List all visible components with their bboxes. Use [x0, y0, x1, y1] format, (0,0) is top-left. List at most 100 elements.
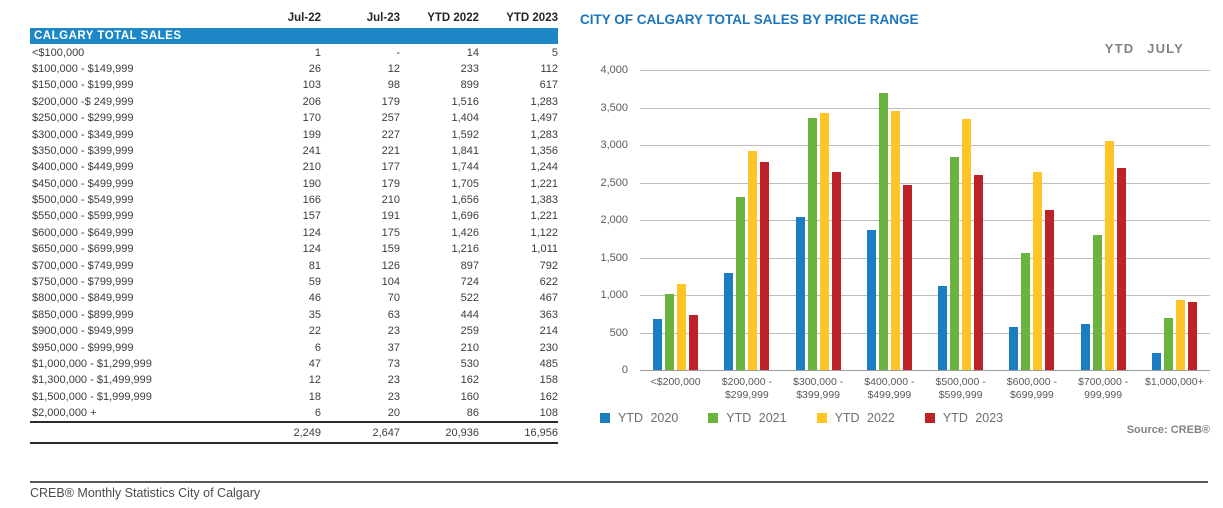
section-header: CALGARY TOTAL SALES [30, 28, 558, 45]
bar-ytd-2020 [866, 229, 876, 370]
table-cell: 530 [460, 358, 479, 370]
bar-ytd-2022 [962, 118, 972, 370]
table-cell: 1 [314, 46, 321, 59]
table-cell: 522 [460, 292, 479, 305]
xtick-label: $600,000 - $699,999 [1006, 376, 1057, 401]
bar-ytd-2022 [677, 284, 687, 370]
totals-cell: 20,936 [400, 421, 479, 445]
table-cell: 1,122 [530, 226, 558, 239]
table-cell: 179 [381, 95, 400, 108]
row-label: $100,000 - $149,999 [32, 62, 134, 75]
bar-ytd-2021 [665, 293, 675, 370]
totals-cell: 2,249 [242, 421, 321, 445]
bar-group [1068, 70, 1139, 370]
table-cell: 1,283 [530, 95, 558, 108]
row-label: $600,000 - $649,999 [32, 226, 134, 239]
table-cell: 1,592 [451, 128, 479, 141]
table-row: $250,000 - $299,999 170 257 1,404 1,497 [30, 110, 558, 126]
table-cell: 70 [387, 292, 400, 305]
row-label: $900,000 - $949,999 [32, 325, 134, 338]
table-cell: 259 [460, 325, 479, 338]
table-cell: 5 [551, 46, 558, 59]
row-label: $300,000 - $349,999 [32, 128, 134, 141]
table-body: CALGARY TOTAL SALES <$100,000 1 - 14 5 $100,00… [30, 28, 558, 422]
table-cell: 1,497 [530, 112, 558, 125]
bar-ytd-2022 [1104, 140, 1114, 370]
table-cell: 1,744 [451, 161, 479, 174]
ytick-label: 500 [609, 326, 628, 339]
table-cell: 126 [381, 259, 400, 272]
x-axis-labels: <$200,000 $200,000 - $299,999 $300,000 - $… [640, 376, 1210, 402]
bar-ytd-2021 [1163, 317, 1173, 370]
totals-row: 2,249 2,647 20,936 16,956 [30, 421, 558, 445]
table-cell: 14 [466, 46, 479, 59]
chart-section: CITY OF CALGARY TOTAL SALES BY PRICE RAN… [578, 10, 1212, 462]
table-cell: 1,656 [451, 194, 479, 207]
table-cell: 23 [387, 390, 400, 403]
table-row: $550,000 - $599,999 157 191 1,696 1,221 [30, 208, 558, 224]
table-cell: 444 [460, 308, 479, 321]
gridline [640, 332, 1210, 334]
table-row: $450,000 - $499,999 190 179 1,705 1,221 [30, 176, 558, 192]
section-header-row: CALGARY TOTAL SALES [30, 28, 558, 45]
gridline [640, 107, 1210, 109]
bar-ytd-2020 [653, 319, 663, 370]
column-header: Jul-23 [366, 12, 400, 24]
chart-source: Source: CREB® [1126, 424, 1210, 436]
xtick-label: $400,000 - $499,999 [864, 376, 915, 401]
table-row: $600,000 - $649,999 124 175 1,426 1,122 [30, 225, 558, 241]
table-cell: 159 [381, 243, 400, 256]
bar-ytd-2021 [950, 157, 960, 370]
row-label: $750,000 - $799,999 [32, 276, 134, 289]
legend-swatch-ytd-2020 [600, 413, 610, 423]
table-cell: 12 [308, 374, 321, 387]
table-cell: 162 [460, 374, 479, 387]
bar-ytd-2022 [748, 151, 758, 370]
bar-group [854, 70, 925, 370]
legend-item: YTD 2020 [600, 411, 678, 425]
bar-ytd-2022 [1175, 299, 1185, 370]
table-cell: 899 [460, 79, 479, 92]
chart-plot: 4,000 3,500 3,000 2,500 2,000 1,500 1,000 500 0 [578, 64, 1212, 376]
column-header: YTD 2022 [427, 12, 479, 24]
totals-label [30, 421, 242, 445]
chart-legend: YTD 2020 YTD 2021 YTD 2022 YTD 2023 [600, 411, 1003, 425]
table-cell: 177 [381, 161, 400, 174]
bar-ytd-2023 [760, 161, 770, 370]
table-cell: 157 [302, 210, 321, 223]
table-cell: 1,221 [530, 177, 558, 190]
table-row: $100,000 - $149,999 26 12 233 112 [30, 61, 558, 77]
bar-group [996, 70, 1067, 370]
table-cell: 104 [381, 276, 400, 289]
table-cell: 124 [302, 226, 321, 239]
row-label: $700,000 - $749,999 [32, 259, 134, 272]
table-cell: 86 [466, 407, 479, 420]
table-cell: 485 [539, 358, 558, 370]
row-label: $1,300,000 - $1,499,999 [32, 374, 152, 387]
table-cell: 162 [539, 390, 558, 403]
table-cell: 23 [387, 325, 400, 338]
legend-label: YTD 2021 [726, 411, 787, 425]
gridline [640, 182, 1210, 184]
bar-ytd-2020 [1009, 326, 1019, 370]
xtick-label: <$200,000 [650, 376, 701, 388]
table-cell: 199 [302, 128, 321, 141]
table-row: $400,000 - $449,999 210 177 1,744 1,244 [30, 159, 558, 175]
table-cell: 46 [308, 292, 321, 305]
table-cell: - [396, 46, 400, 59]
chart-title: CITY OF CALGARY TOTAL SALES BY PRICE RAN… [580, 12, 919, 27]
table-cell: 467 [539, 292, 558, 305]
table-cell: 191 [381, 210, 400, 223]
table-totals: 2,249 2,647 20,936 16,956 [30, 421, 558, 445]
bar-group [711, 70, 782, 370]
ytick-label: 1,500 [600, 251, 628, 264]
table-cell: 1,705 [451, 177, 479, 190]
column-header: Jul-22 [287, 12, 321, 24]
bar-ytd-2023 [902, 185, 912, 370]
table-cell: 1,221 [530, 210, 558, 223]
row-label: $400,000 - $449,999 [32, 161, 134, 174]
table-cell: 622 [539, 276, 558, 289]
table-cell: 124 [302, 243, 321, 256]
row-label: $850,000 - $899,999 [32, 308, 134, 321]
ytick-label: 4,000 [600, 64, 628, 76]
